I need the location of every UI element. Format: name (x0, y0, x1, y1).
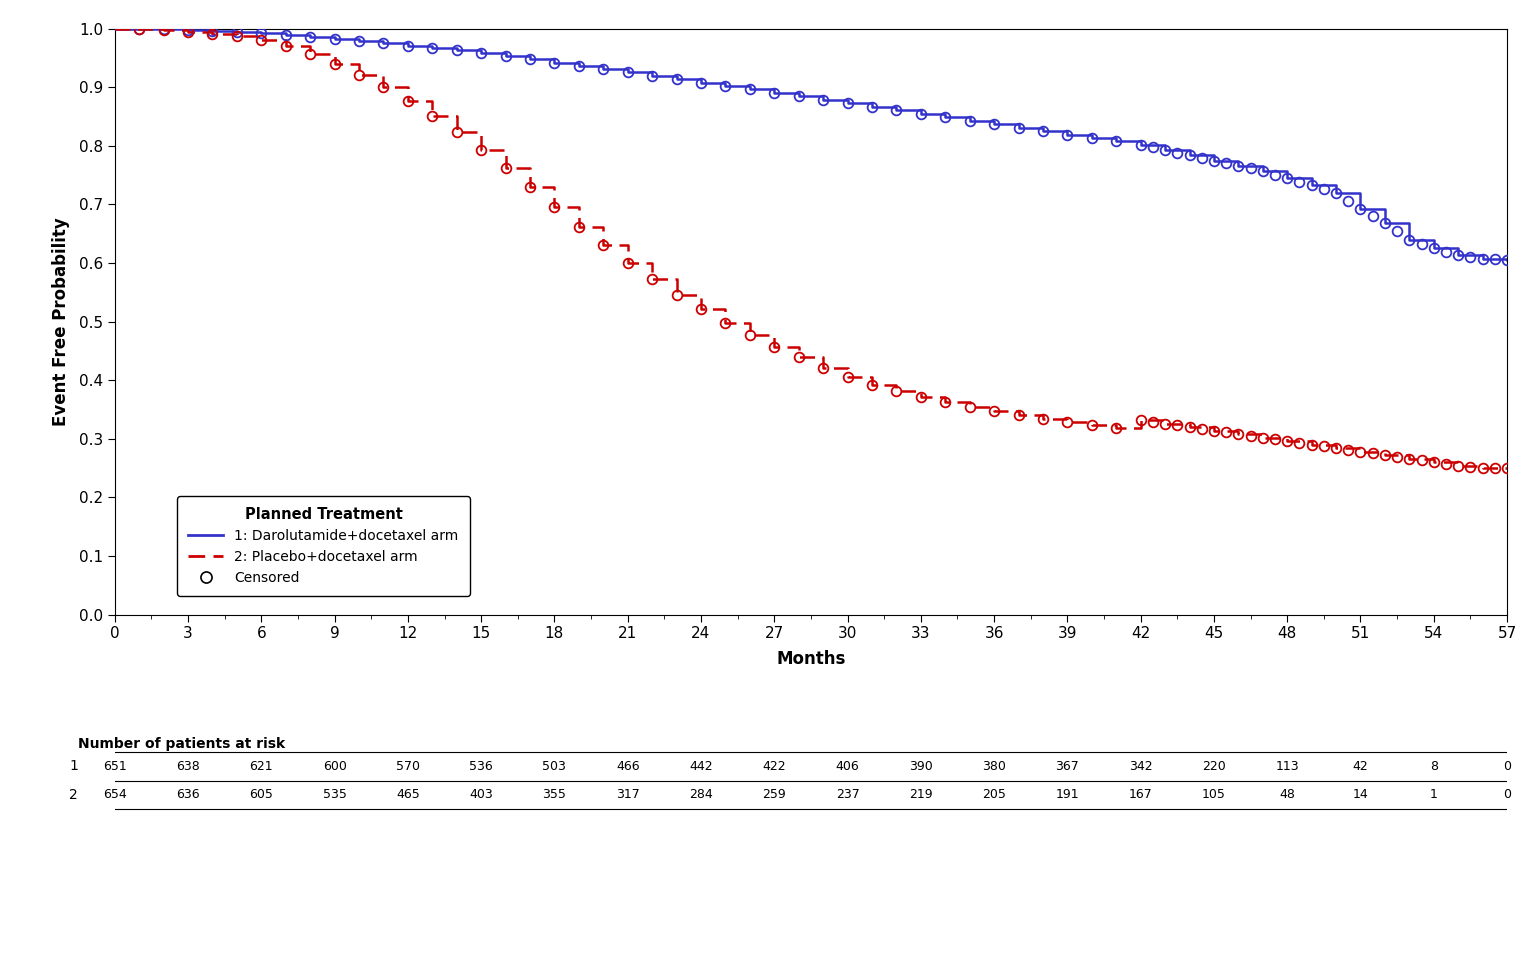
Text: 284: 284 (688, 789, 713, 801)
Text: 442: 442 (688, 760, 713, 772)
Text: 259: 259 (762, 789, 786, 801)
Text: 1: 1 (1431, 789, 1438, 801)
Text: 651: 651 (103, 760, 127, 772)
Text: 380: 380 (982, 760, 1007, 772)
Text: 191: 191 (1056, 789, 1079, 801)
Text: 355: 355 (543, 789, 566, 801)
Text: 390: 390 (909, 760, 933, 772)
Legend: 1: Darolutamide+docetaxel arm, 2: Placebo+docetaxel arm, Censored: 1: Darolutamide+docetaxel arm, 2: Placeb… (177, 496, 470, 596)
Text: 638: 638 (176, 760, 200, 772)
Text: 2: 2 (69, 788, 78, 802)
Text: 654: 654 (103, 789, 127, 801)
Text: 422: 422 (762, 760, 786, 772)
Text: 1: 1 (69, 759, 78, 773)
Text: 403: 403 (470, 789, 493, 801)
Text: 220: 220 (1203, 760, 1226, 772)
X-axis label: Months: Months (776, 650, 846, 668)
Y-axis label: Event Free Probability: Event Free Probability (52, 217, 70, 426)
Text: 237: 237 (835, 789, 860, 801)
Text: 205: 205 (982, 789, 1007, 801)
Text: 0: 0 (1502, 789, 1512, 801)
Text: 317: 317 (617, 789, 640, 801)
Text: 48: 48 (1279, 789, 1296, 801)
Text: 570: 570 (396, 760, 419, 772)
Text: 42: 42 (1353, 760, 1368, 772)
Text: 14: 14 (1353, 789, 1368, 801)
Text: 167: 167 (1129, 789, 1152, 801)
Text: 621: 621 (249, 760, 274, 772)
Text: 600: 600 (323, 760, 346, 772)
Text: Number of patients at risk: Number of patients at risk (78, 737, 285, 751)
Text: 406: 406 (835, 760, 860, 772)
Text: 0: 0 (1502, 760, 1512, 772)
Text: 113: 113 (1276, 760, 1299, 772)
Text: 342: 342 (1129, 760, 1152, 772)
Text: 367: 367 (1056, 760, 1079, 772)
Text: 105: 105 (1203, 789, 1226, 801)
Text: 535: 535 (323, 789, 346, 801)
Text: 465: 465 (396, 789, 419, 801)
Text: 503: 503 (543, 760, 566, 772)
Text: 636: 636 (176, 789, 200, 801)
Text: 466: 466 (617, 760, 640, 772)
Text: 219: 219 (909, 789, 933, 801)
Text: 536: 536 (470, 760, 493, 772)
Text: 8: 8 (1429, 760, 1438, 772)
Text: 605: 605 (249, 789, 274, 801)
